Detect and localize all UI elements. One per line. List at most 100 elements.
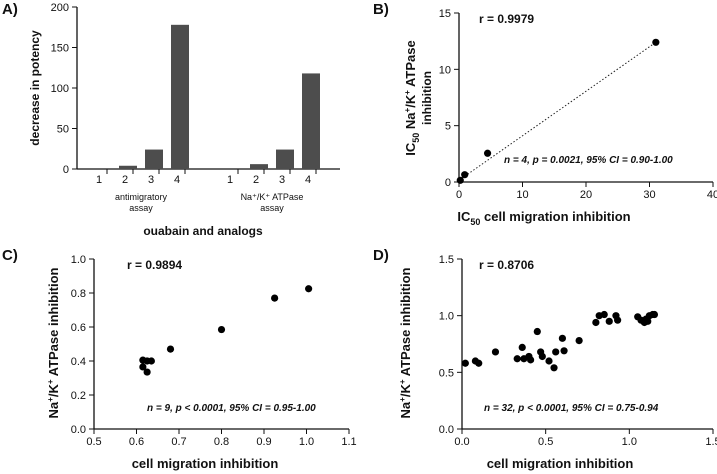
panel-c-point <box>147 357 155 365</box>
panel-b-y-axis-title-line2: inhibition <box>420 71 434 125</box>
panel-a-y-tick-label: 50 <box>57 124 69 136</box>
panel-b-fit-line <box>458 41 657 181</box>
panel-c-y-tick-label: 1.0 <box>71 254 86 266</box>
panel-a-x-axis-title: ouabain and analogs <box>143 224 263 238</box>
panel-c-point <box>217 325 226 334</box>
panel-d-stats-note: n = 32, p < 0.0001, 95% CI = 0.75-0.94 <box>484 403 659 414</box>
panel-c-x-tick-label: 0.6 <box>129 436 144 448</box>
panel-b-r-value: r = 0.9979 <box>479 12 534 26</box>
panel-a-bar <box>302 73 320 169</box>
panel-a-category-label: 2 <box>122 174 128 186</box>
panel-b-x-tick-label: 0 <box>456 189 462 201</box>
panel-b-label: B) <box>373 1 389 18</box>
panel-d-point <box>461 359 469 367</box>
panel-b-x-tick-label: 30 <box>643 189 655 201</box>
panel-d-x-tick-label: 0.5 <box>538 436 553 448</box>
panel-b-point <box>652 38 660 46</box>
panel-b-x-tick-label: 20 <box>580 189 592 201</box>
panel-d-point <box>605 317 613 325</box>
panel-c-x-tick-label: 0.8 <box>214 436 229 448</box>
panel-c-y-axis-title-rest: ATPase inhibition <box>46 267 61 379</box>
panel-a-category-label: 1 <box>227 174 233 186</box>
panel-c-y-tick-label: 0.0 <box>71 424 86 436</box>
panel-a-bar <box>171 24 189 169</box>
panel-a-category-label: 2 <box>253 174 259 186</box>
panel-d-y-axis-title-sup2: + <box>398 379 407 384</box>
panel-d-y-axis-title: Na+/K+ ATPase inhibition <box>398 267 413 418</box>
panel-a-category-label: 3 <box>148 174 154 186</box>
panel-d-point <box>550 364 558 372</box>
panel-a-group-label: antimigratory <box>115 192 168 202</box>
panel-c-x-tick-label: 0.5 <box>86 436 101 448</box>
panel-d-point <box>575 337 583 345</box>
panel-d-y-tick-label: 1.5 <box>439 254 454 266</box>
panel-d-y-axis-title-k: /K <box>398 384 413 398</box>
panel-a-category-label: 1 <box>96 174 102 186</box>
panel-c-y-tick-label: 0.8 <box>71 288 86 300</box>
panel-d-y-tick-label: 0.5 <box>439 367 454 379</box>
panel-b-x-tick-label: 10 <box>516 189 528 201</box>
panel-b-x-axis-title: IC50 cell migration inhibition <box>457 209 630 227</box>
panel-a-category-label: 4 <box>305 174 311 186</box>
panel-d-point <box>475 359 483 367</box>
panel-b-x-axis-title-subscript: 50 <box>470 217 480 227</box>
panel-d-y-axis-title-na: Na <box>398 401 413 418</box>
panel-b-y-tick-label: 5 <box>445 121 451 133</box>
panel-a-bar <box>145 149 163 169</box>
panel-d-x-axis-title: cell migration inhibition <box>487 456 634 471</box>
panel-c-point <box>166 345 175 353</box>
panel-d-point <box>614 316 622 324</box>
panel-b-point <box>461 171 469 179</box>
panel-d-x-tick-label: 1.5 <box>705 436 717 448</box>
panel-b-y-axis-title-na: Na <box>403 112 418 133</box>
panel-a-y-tick-label: 150 <box>51 43 69 55</box>
panel-b-scatter: B) r = 0.9979 n = 4, p = 0.0021, 95% CI … <box>373 1 717 227</box>
panel-a-group-label: assay <box>260 203 284 213</box>
panel-a-plot-area: 0 50 100 150 200 1 2 3 4 1 2 3 4 <box>51 2 340 186</box>
panel-d-x-tick-label: 1.0 <box>622 436 637 448</box>
panel-b-y-axis-title-sup2: + <box>403 90 412 95</box>
panel-b-y-axis-title-subscript: 50 <box>411 133 421 143</box>
panel-c-point <box>139 363 147 371</box>
panel-a-bar <box>119 165 137 169</box>
panel-c-x-tick-label: 0.9 <box>256 436 271 448</box>
panel-c-point <box>271 294 279 302</box>
panel-b-y-axis-title-atpase: ATPase <box>403 40 418 90</box>
panel-d-scatter: D) r = 0.8706 n = 32, p < 0.0001, 95% CI… <box>373 247 717 471</box>
panel-d-point <box>592 318 600 327</box>
panel-a-bar <box>250 164 268 169</box>
panel-a-category-label: 4 <box>174 174 180 186</box>
panel-c-x-tick-label: 1.1 <box>341 436 356 448</box>
panel-b-y-tick-label: 15 <box>439 8 451 20</box>
panel-b-y-tick-label: 10 <box>439 64 451 76</box>
panel-b-point <box>456 176 464 184</box>
panel-b-point <box>483 149 492 157</box>
panel-a-bar-chart: A) decrease in potency ouabain and analo… <box>2 1 340 238</box>
panel-c-y-axis-title-sup1: + <box>46 397 55 402</box>
panel-d-point <box>650 310 659 319</box>
panel-d-point <box>600 310 608 319</box>
panel-d-point <box>552 348 560 356</box>
panel-a-category-label: 3 <box>279 174 285 186</box>
panel-a-label: A) <box>2 1 18 18</box>
panel-c-y-axis-title-k: /K <box>46 384 61 398</box>
panel-d-y-axis-title-sup1: + <box>398 397 407 402</box>
panel-b-stats-note: n = 4, p = 0.0021, 95% CI = 0.90-1.00 <box>504 155 673 166</box>
panel-d-point <box>560 347 568 355</box>
panel-d-point <box>527 356 535 364</box>
panel-d-point <box>558 334 567 342</box>
panel-a-bar <box>276 149 294 169</box>
panel-c-point <box>143 368 151 376</box>
panel-c-x-tick-label: 1.0 <box>299 436 314 448</box>
panel-c-y-axis-title-na: Na <box>46 401 61 418</box>
panel-c-x-tick-label: 0.7 <box>171 436 186 448</box>
panel-d-y-tick-label: 0.0 <box>439 424 454 436</box>
panel-a-group-label: Na⁺/K⁺ ATPase <box>241 192 304 202</box>
panel-b-x-axis-title-ic: IC <box>457 209 471 224</box>
panel-b-x-axis-title-rest: cell migration inhibition <box>480 209 630 224</box>
panel-c-y-tick-label: 0.6 <box>71 322 86 334</box>
panel-d-label: D) <box>373 247 389 264</box>
panel-d-y-tick-label: 1.0 <box>439 311 454 323</box>
